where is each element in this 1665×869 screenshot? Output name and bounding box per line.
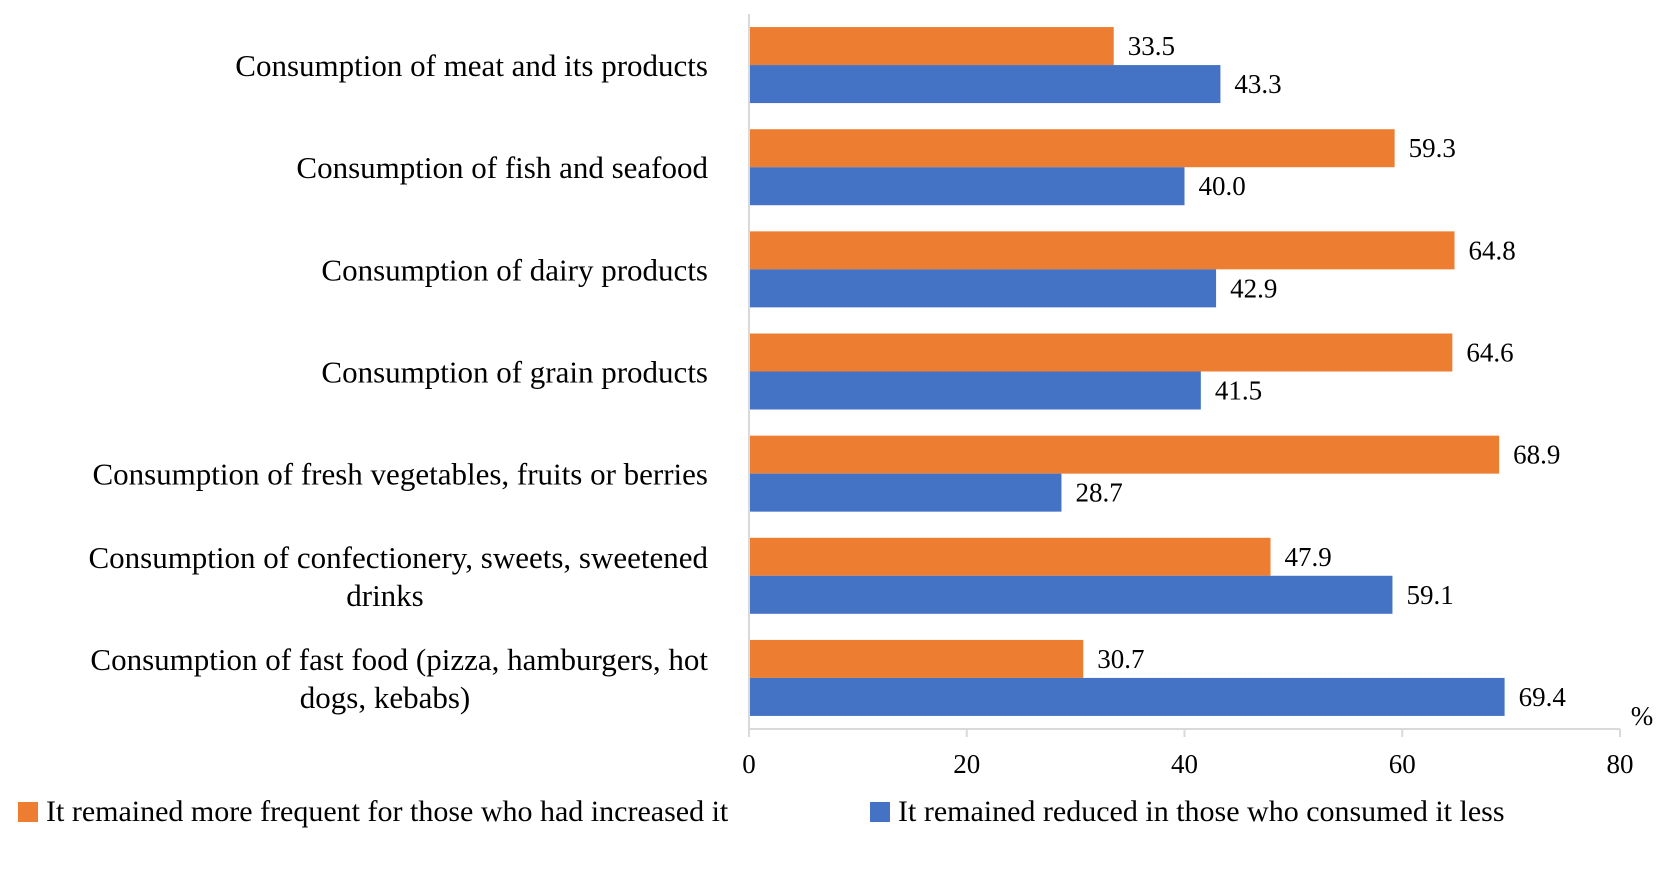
- category-label: Consumption of grain products: [321, 355, 708, 390]
- value-label-reduced: 42.9: [1230, 273, 1277, 303]
- bar-reduced: [749, 371, 1201, 410]
- category-label: Consumption of fast food (pizza, hamburg…: [90, 642, 708, 677]
- x-tick-label: 60: [1389, 749, 1416, 779]
- category-label: drinks: [346, 578, 424, 613]
- bar-reduced: [749, 269, 1217, 308]
- value-labels-group: 33.5 43.3 59.3 40.0 64.8 42.9 64.6 41.5 68.9 28.7…: [1075, 31, 1566, 712]
- category-labels: Consumption of meat and its products Cons…: [88, 48, 708, 715]
- bar-increased: [749, 27, 1114, 66]
- value-label-increased: 33.5: [1128, 31, 1175, 61]
- x-tick-label: 0: [742, 749, 756, 779]
- legend-swatch-increased: [18, 802, 38, 822]
- bar-increased: [749, 435, 1500, 474]
- category-label: Consumption of fish and seafood: [296, 150, 708, 185]
- value-label-reduced: 69.4: [1519, 682, 1567, 712]
- category-label: Consumption of meat and its products: [235, 48, 708, 83]
- bar-reduced: [749, 473, 1062, 512]
- value-label-increased: 47.9: [1285, 542, 1332, 572]
- x-tick-label: 40: [1171, 749, 1198, 779]
- x-tick-labels: 0 20 40 60 80: [742, 729, 1634, 779]
- value-label-reduced: 40.0: [1199, 171, 1246, 201]
- category-label: Consumption of confectionery, sweets, sw…: [88, 540, 708, 575]
- category-label: Consumption of dairy products: [321, 252, 708, 287]
- bar-increased: [749, 537, 1271, 576]
- value-label-reduced: 59.1: [1406, 580, 1453, 610]
- value-label-increased: 64.8: [1469, 235, 1516, 265]
- value-label-increased: 64.6: [1466, 338, 1513, 368]
- x-tick-label: 80: [1607, 749, 1634, 779]
- legend-swatch-reduced: [870, 802, 890, 822]
- bars-group: [749, 27, 1505, 716]
- bar-reduced: [749, 167, 1185, 206]
- x-tick-label: 20: [953, 749, 980, 779]
- legend-label-increased: It remained more frequent for those who …: [46, 795, 729, 828]
- bar-reduced: [749, 677, 1505, 716]
- value-label-increased: 30.7: [1097, 644, 1144, 674]
- legend-label-reduced: It remained reduced in those who consume…: [898, 795, 1505, 828]
- value-label-reduced: 41.5: [1215, 376, 1262, 406]
- category-label: Consumption of fresh vegetables, fruits …: [92, 457, 708, 492]
- value-label-reduced: 43.3: [1234, 69, 1281, 99]
- legend: It remained more frequent for those who …: [18, 795, 1505, 828]
- bar-increased: [749, 231, 1455, 270]
- bar-reduced: [749, 575, 1393, 614]
- bar-increased: [749, 333, 1453, 372]
- bar-increased: [749, 639, 1084, 678]
- value-label-reduced: 28.7: [1075, 478, 1122, 508]
- value-label-increased: 68.9: [1513, 440, 1560, 470]
- x-axis-unit-label: %: [1631, 701, 1654, 731]
- bar-increased: [749, 129, 1395, 168]
- category-label: dogs, kebabs): [300, 680, 470, 715]
- value-label-increased: 59.3: [1409, 133, 1456, 163]
- bar-reduced: [749, 65, 1221, 104]
